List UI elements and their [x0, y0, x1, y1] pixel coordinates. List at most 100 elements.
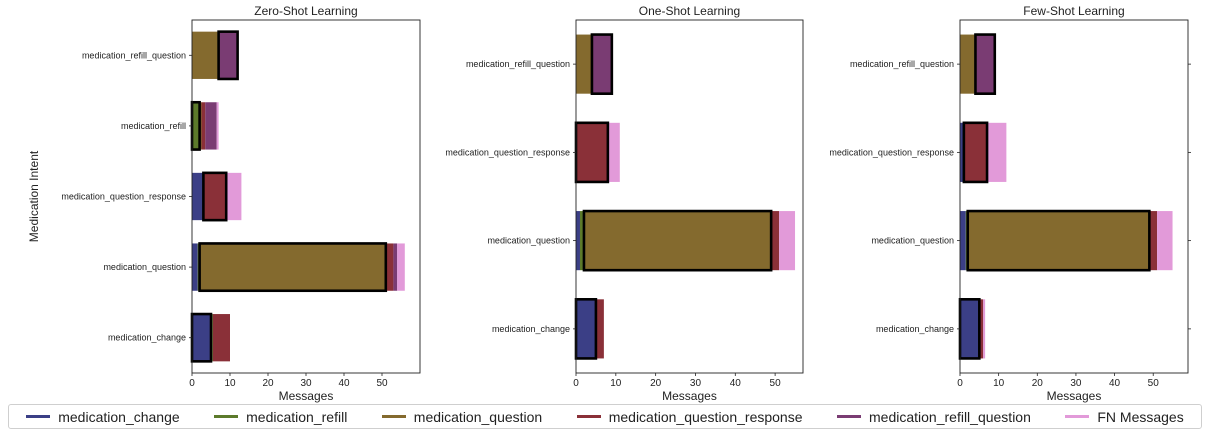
- panel-title: Zero-Shot Learning: [254, 4, 357, 18]
- legend-item-medication-change: medication_change: [26, 408, 180, 425]
- legend-item-medication-question: medication_question: [381, 408, 543, 425]
- correct-bar-outline: [582, 209, 773, 272]
- legend-swatch: [26, 415, 51, 418]
- legend-item-fn: FN Messages: [1065, 408, 1184, 425]
- x-tick-label: 0: [957, 378, 963, 389]
- bar-segment: [595, 299, 604, 359]
- legend-swatch: [576, 415, 601, 418]
- correct-bar-outline: [962, 121, 989, 184]
- correct-bar-outline: [966, 209, 1151, 272]
- x-tick-label: 50: [770, 378, 782, 389]
- x-tick-label: 0: [573, 378, 579, 389]
- y-axis-label: Medication Intent: [27, 150, 41, 242]
- correct-bar-outline: [202, 171, 228, 222]
- y-tick-label: medication_question_response: [445, 147, 570, 157]
- bar-segment: [591, 34, 612, 94]
- bar-segment: [771, 211, 780, 271]
- y-tick-label: medication_refill_question: [850, 59, 954, 69]
- legend-swatch: [214, 415, 239, 418]
- y-tick-label: medication_refill_question: [466, 59, 570, 69]
- bar-segment: [979, 299, 984, 359]
- x-tick-label: 30: [1070, 378, 1082, 389]
- legend-label: medication_refill_question: [869, 408, 1031, 425]
- bar-segment: [192, 31, 219, 79]
- y-tick-label: medication_question: [871, 236, 954, 246]
- y-tick-label: medication_change: [492, 324, 570, 334]
- bar-segment: [963, 122, 988, 182]
- bar-segment: [779, 211, 796, 271]
- bar-segment: [576, 122, 608, 182]
- x-tick-label: 40: [730, 378, 742, 389]
- bar-segment: [975, 34, 995, 94]
- y-tick-label: medication_change: [108, 333, 186, 343]
- bar-segment: [192, 243, 198, 291]
- bar-segment: [607, 122, 620, 182]
- legend-item-medication-question-response: medication_question_response: [576, 408, 803, 425]
- legend-label: FN Messages: [1097, 408, 1184, 425]
- x-tick-label: 20: [650, 378, 662, 389]
- panel-title: One-Shot Learning: [639, 4, 740, 18]
- x-tick-label: 40: [338, 378, 350, 389]
- bar-segment: [218, 31, 238, 79]
- x-tick-label: 50: [376, 378, 388, 389]
- legend-label: medication_change: [58, 408, 180, 425]
- x-tick-label: 0: [189, 378, 195, 389]
- bar-segment: [960, 211, 966, 271]
- bar-segment: [983, 299, 986, 359]
- bar-segment: [192, 172, 204, 221]
- x-tick-label: 50: [1148, 378, 1160, 389]
- bar-segment: [1149, 211, 1158, 271]
- bar-segment: [576, 34, 592, 94]
- x-tick-label: 10: [610, 378, 622, 389]
- bar-segment: [1157, 211, 1173, 271]
- x-tick-label: 10: [224, 378, 236, 389]
- bar-segment: [205, 102, 217, 150]
- bar-segment: [393, 243, 398, 291]
- bar-segment: [212, 314, 230, 362]
- legend-label: medication_question_response: [608, 408, 803, 425]
- x-axis-label: Messages: [662, 389, 717, 403]
- legend-label: medication_refill: [246, 408, 348, 425]
- bar-segment: [192, 102, 200, 150]
- bar-segment: [960, 34, 976, 94]
- y-tick-label: medication_question: [103, 262, 186, 272]
- axes-frame: [575, 19, 804, 374]
- legend-item-medication-refill-question: medication_refill_question: [837, 409, 1031, 425]
- axes-frame: [959, 19, 1189, 374]
- y-tick-label: medication_change: [876, 324, 954, 334]
- bar-segment: [987, 122, 1007, 182]
- x-tick-label: 20: [1032, 378, 1044, 389]
- legend-swatch: [381, 415, 406, 418]
- bar-segment: [960, 299, 980, 359]
- bar-segment: [201, 102, 206, 150]
- bar-segment: [203, 172, 227, 221]
- bar-segment: [579, 211, 584, 271]
- x-tick-label: 20: [262, 378, 274, 389]
- legend-item-medication-refill: medication_refill: [214, 409, 347, 425]
- bar-segment: [385, 243, 394, 291]
- correct-bar-outline: [974, 33, 997, 95]
- legend-swatch: [1065, 415, 1090, 418]
- correct-bar-outline: [590, 33, 614, 95]
- y-tick-label: medication_refill_question: [82, 50, 186, 60]
- x-axis-label: Messages: [279, 389, 334, 403]
- panel-title: Few-Shot Learning: [1023, 4, 1124, 18]
- bar-segment: [960, 122, 964, 182]
- bar-segment: [216, 102, 219, 150]
- legend-label: medication_question: [413, 408, 543, 425]
- y-tick-label: medication_question_response: [61, 192, 186, 202]
- bar-segment: [583, 211, 772, 271]
- x-tick-label: 40: [1109, 378, 1121, 389]
- bar-segment: [226, 172, 242, 221]
- y-tick-label: medication_question: [487, 236, 570, 246]
- bar-segment: [199, 243, 386, 291]
- y-tick-label: medication_refill: [121, 121, 186, 131]
- correct-bar-outline: [198, 242, 388, 293]
- legend: medication_change medication_refill medica…: [8, 404, 1202, 429]
- legend-swatch: [837, 415, 861, 418]
- x-axis-label: Messages: [1047, 389, 1102, 403]
- bar-segment: [192, 314, 211, 362]
- x-tick-label: 30: [690, 378, 702, 389]
- bar-segment: [576, 299, 596, 359]
